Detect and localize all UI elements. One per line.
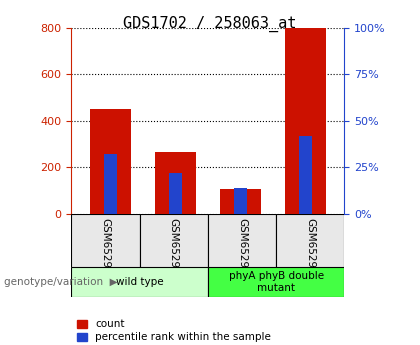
Bar	[220, 189, 261, 214]
Text: GSM65296: GSM65296	[237, 218, 247, 275]
Text: GDS1702 / 258063_at: GDS1702 / 258063_at	[123, 16, 297, 32]
Bar	[71, 214, 139, 267]
Legend: count, percentile rank within the sample: count, percentile rank within the sample	[76, 319, 271, 342]
Bar	[104, 154, 117, 214]
Bar	[276, 214, 344, 267]
Bar	[71, 267, 208, 297]
Bar	[208, 214, 276, 267]
Bar	[299, 136, 312, 214]
Bar	[139, 214, 208, 267]
Bar	[90, 109, 131, 214]
Text: GSM65294: GSM65294	[100, 218, 110, 275]
Bar	[155, 152, 196, 214]
Text: genotype/variation  ▶: genotype/variation ▶	[4, 277, 118, 287]
Bar	[169, 173, 182, 214]
Text: GSM65297: GSM65297	[305, 218, 315, 275]
Text: phyA phyB double
mutant: phyA phyB double mutant	[228, 271, 324, 293]
Text: wild type: wild type	[116, 277, 163, 287]
Bar	[285, 28, 326, 214]
Bar	[208, 267, 344, 297]
Bar	[234, 188, 247, 214]
Text: GSM65295: GSM65295	[169, 218, 179, 275]
